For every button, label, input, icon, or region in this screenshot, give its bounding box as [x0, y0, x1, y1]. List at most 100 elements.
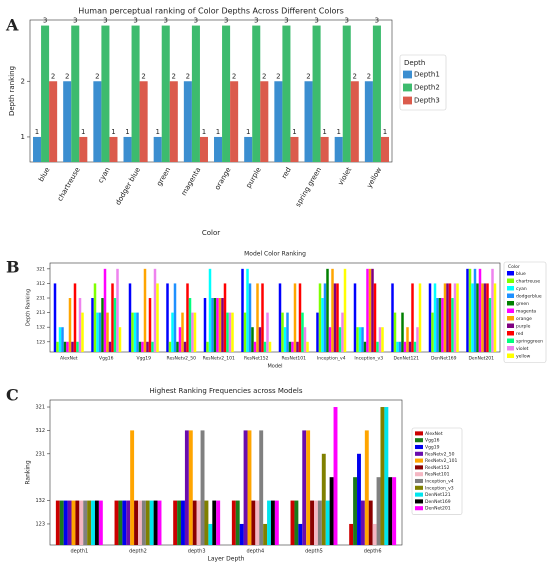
bar [87, 500, 92, 545]
x-tick-label: spring green [294, 166, 323, 208]
y-tick-label: 123 [36, 339, 45, 345]
value-label: 2 [232, 72, 236, 80]
bar [76, 341, 79, 352]
bar [411, 283, 414, 352]
value-label: 1 [216, 128, 220, 136]
bar [208, 268, 212, 352]
legend-swatch [415, 472, 423, 477]
bar [268, 341, 272, 352]
bar [111, 283, 114, 352]
bar [392, 477, 397, 545]
bar [228, 312, 232, 352]
bar [139, 81, 148, 162]
bar [291, 341, 294, 352]
bar [491, 268, 494, 352]
x-tick-label: Inception_v3 [354, 356, 383, 362]
legend-label: AlexNet [425, 431, 443, 437]
value-label: 3 [254, 17, 258, 25]
legend-swatch [403, 70, 412, 79]
bar [378, 327, 382, 352]
bar [196, 500, 201, 545]
bar [401, 312, 404, 352]
bar [471, 283, 474, 352]
bar [212, 500, 217, 545]
bar [58, 327, 62, 352]
bar [304, 81, 313, 162]
bar [488, 298, 492, 352]
x-tick-label: Vgg16 [99, 356, 114, 362]
bar [214, 136, 223, 162]
bar [376, 477, 381, 545]
bar [141, 500, 146, 545]
bar [243, 312, 247, 352]
bar [331, 268, 334, 352]
panel-letter: A [5, 16, 19, 35]
bar [270, 500, 275, 545]
bar [106, 312, 109, 352]
legend-swatch [507, 338, 514, 343]
legend-label: dodgerblue [516, 293, 542, 299]
value-label: 1 [35, 128, 39, 136]
value-label: 2 [141, 72, 145, 80]
bar [177, 500, 182, 545]
bar [93, 283, 97, 352]
legend-label: ResNetv2_101 [425, 458, 457, 464]
bar [181, 312, 184, 352]
legend-swatch [403, 96, 412, 105]
x-tick-label: AlexNet [60, 356, 78, 362]
value-label: 2 [353, 72, 357, 80]
bar [131, 312, 134, 352]
bar [173, 283, 177, 352]
x-tick-label: orange [213, 166, 232, 191]
bar [71, 500, 76, 545]
chart-title: Human perceptual ranking of Color Depths… [78, 7, 344, 16]
legend-swatch [415, 444, 423, 450]
bar [288, 341, 292, 352]
bar [199, 136, 208, 162]
bar [380, 407, 385, 545]
bar [53, 283, 57, 352]
panel-letter: B [6, 258, 20, 277]
bar [416, 327, 419, 352]
bar [96, 312, 99, 352]
bar [49, 81, 58, 162]
bar [286, 312, 289, 352]
legend-label: DenNet201 [425, 506, 451, 512]
bar [431, 312, 434, 352]
bar [302, 430, 307, 545]
bar [360, 500, 365, 545]
bar [153, 136, 162, 162]
bar [204, 500, 209, 545]
bar [316, 312, 319, 352]
bar [222, 25, 231, 162]
bar [483, 283, 487, 352]
bar [350, 81, 359, 162]
x-tick-label: ResNetv2_101 [203, 356, 235, 362]
bar [278, 283, 282, 352]
bar [372, 523, 377, 545]
legend-swatch [507, 316, 514, 321]
bar [161, 25, 170, 162]
y-axis-label: Depth Ranking [26, 289, 32, 326]
bar [298, 283, 302, 352]
bar [113, 298, 117, 352]
bar [191, 25, 200, 162]
x-tick-label: depth5 [305, 549, 323, 555]
value-label: 3 [375, 17, 379, 25]
x-axis-label: Color [202, 229, 220, 237]
legend-swatch [415, 438, 423, 443]
legend-swatch [415, 478, 423, 484]
bar [298, 523, 303, 545]
bar [145, 500, 150, 545]
bar [306, 341, 309, 352]
bar [403, 341, 407, 352]
bar [473, 268, 477, 352]
bar [143, 268, 147, 352]
bar [428, 283, 432, 352]
bar [130, 430, 135, 545]
bar [433, 283, 437, 352]
bar [108, 341, 112, 352]
bar [301, 312, 304, 352]
y-axis-label: Depth ranking [8, 66, 16, 116]
bar [216, 500, 221, 545]
